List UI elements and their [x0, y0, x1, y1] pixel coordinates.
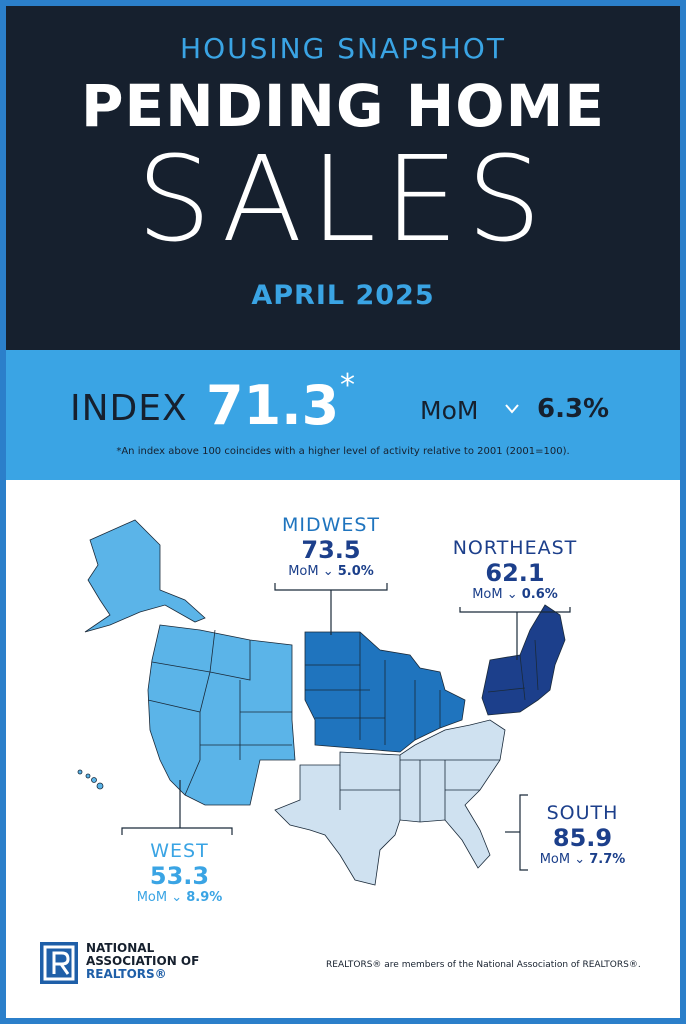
region-value: 73.5	[301, 536, 361, 564]
hawaii	[77, 769, 104, 790]
mom-label: MoM	[472, 587, 503, 602]
mom-label: MoM	[539, 852, 571, 867]
mom-label: MoM	[420, 396, 479, 425]
index-label: INDEX	[70, 388, 188, 429]
header	[6, 6, 680, 350]
mom-label: MoM	[136, 890, 168, 905]
down-chevron	[505, 404, 519, 414]
west-region	[147, 624, 296, 806]
mom-change: 0.6%	[521, 587, 558, 602]
period: APRIL 2025	[251, 280, 435, 311]
region-value: 85.9	[552, 824, 613, 852]
alaska	[84, 519, 206, 633]
leader-lines	[121, 583, 571, 871]
region-name: MIDWEST	[281, 514, 381, 536]
mom-change: 8.9%	[186, 890, 223, 905]
south-label: SOUTH 85.9 MoM ⌄ 7.7%	[525, 802, 640, 867]
kicker: HOUSING SNAPSHOT	[180, 32, 506, 65]
northeast-label: NORTHEAST 62.1 MoM ⌄ 0.6%	[445, 537, 585, 602]
region-name: SOUTH	[546, 802, 619, 824]
footer-note: REALTORS® are members of the National As…	[326, 960, 641, 970]
title-line-2: SALES	[136, 130, 550, 268]
title-line-1: PENDING HOME	[81, 72, 605, 140]
region-mom: MoM ⌄ 0.6%	[472, 587, 558, 602]
region-name: WEST	[150, 840, 209, 862]
region-mom: MoM ⌄ 7.7%	[539, 852, 626, 867]
logo-line: ASSOCIATION OF	[86, 954, 200, 968]
midwest-label: MIDWEST 73.5 MoM ⌄ 5.0%	[271, 514, 391, 579]
mom-change: 6.3%	[537, 394, 610, 424]
region-value: 53.3	[149, 862, 210, 890]
west-label: WEST 53.3 MoM ⌄ 8.9%	[117, 840, 242, 905]
index-asterisk: *	[340, 368, 355, 403]
mom-change: 5.0%	[337, 564, 374, 579]
index-value: 71.3	[206, 374, 340, 437]
region-mom: MoM ⌄ 5.0%	[288, 564, 374, 579]
index-band	[6, 350, 680, 480]
footnote: *An index above 100 coincides with a hig…	[116, 446, 570, 457]
mom-label: MoM	[288, 564, 319, 579]
mom-change: 7.7%	[589, 852, 626, 867]
south-region	[274, 719, 506, 886]
logo-mark	[40, 942, 78, 984]
logo-line: REALTORS®	[86, 967, 167, 981]
logo-line: NATIONAL	[86, 941, 155, 955]
region-value: 62.1	[485, 559, 545, 587]
northeast-region	[481, 604, 566, 716]
logo-text: NATIONAL ASSOCIATION OF REALTORS®	[86, 942, 199, 981]
region-name: NORTHEAST	[452, 537, 578, 559]
region-mom: MoM ⌄ 8.9%	[136, 890, 223, 905]
